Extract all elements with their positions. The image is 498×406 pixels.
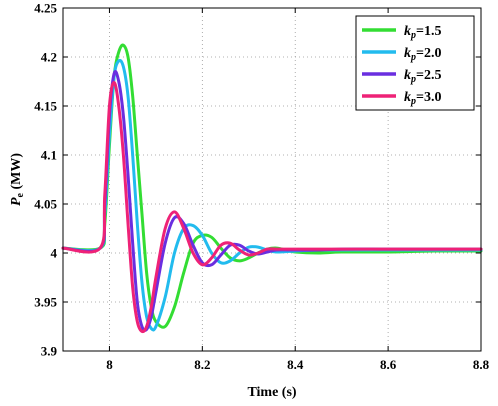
x-tick-label: 8.6 <box>380 357 397 372</box>
y-tick-label: 4.05 <box>34 197 57 212</box>
plot-frame <box>62 7 482 352</box>
legend-label: kp=1.5 <box>404 24 441 41</box>
legend-label: kp=2.0 <box>404 46 441 63</box>
x-tick-label: 8.4 <box>287 357 304 372</box>
y-tick-label: 4.1 <box>41 148 57 163</box>
y-tick-label: 4.15 <box>34 99 57 114</box>
y-axis-label: Pe (MW) <box>9 153 26 206</box>
legend-label-value: =2.0 <box>416 46 441 61</box>
series-line-4 <box>61 80 483 334</box>
x-tick-label: 8.2 <box>194 357 210 372</box>
series-layer <box>61 43 483 334</box>
y-tick-label: 4.25 <box>34 1 57 16</box>
ticks: 8 8.2 8.4 8.6 8.8 3.9 3.95 4 4.05 4.1 4.15 4.2 4.25 <box>34 1 489 373</box>
legend-label-sub: p <box>410 30 416 41</box>
y-tick-label: 3.95 <box>34 295 57 310</box>
y-tick-label: 4.2 <box>41 50 57 65</box>
legend-label: kp=3.0 <box>404 90 441 107</box>
y-tick-label: 3.9 <box>41 344 58 359</box>
legend-label-value: =3.0 <box>416 90 441 105</box>
legend-label: kp=2.5 <box>404 68 441 85</box>
y-axis-label-unit: (MW) <box>9 153 24 193</box>
legend-label-sub: p <box>410 52 416 63</box>
legend-label-k: k <box>404 24 411 39</box>
legend-label-sub: p <box>410 74 416 85</box>
y-axis-label-sub: e <box>15 192 26 197</box>
x-tick-label: 8 <box>106 357 113 372</box>
legend-label-sub: p <box>410 96 416 107</box>
x-tick-label: 8.8 <box>473 357 490 372</box>
legend-label-k: k <box>404 46 411 61</box>
legend-label-value: =2.5 <box>416 68 441 83</box>
y-axis-label-main: P <box>9 197 24 206</box>
legend: kp=1.5kp=2.0kp=2.5kp=3.0 <box>355 15 475 111</box>
x-axis-label: Time (s) <box>247 385 296 400</box>
y-tick-label: 4 <box>51 246 58 261</box>
legend-label-k: k <box>404 90 411 105</box>
legend-label-value: =1.5 <box>416 24 441 39</box>
legend-label-k: k <box>404 68 411 83</box>
